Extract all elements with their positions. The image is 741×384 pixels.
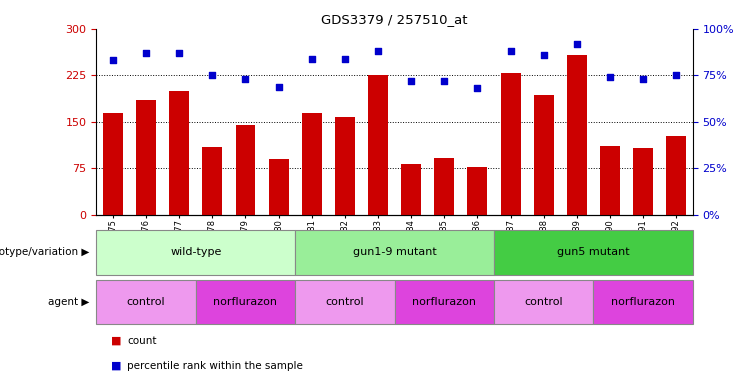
- Point: [372, 48, 384, 54]
- Bar: [501, 73, 520, 215]
- Text: norflurazon: norflurazon: [412, 297, 476, 308]
- Bar: [103, 113, 123, 215]
- Bar: [202, 147, 222, 215]
- Bar: [401, 164, 421, 215]
- Bar: [96, 230, 295, 275]
- Bar: [136, 100, 156, 215]
- Bar: [368, 75, 388, 215]
- Point: [207, 72, 219, 78]
- Bar: [494, 230, 693, 275]
- Point: [538, 52, 550, 58]
- Text: gun5 mutant: gun5 mutant: [557, 247, 630, 258]
- Point: [471, 85, 483, 91]
- Point: [173, 50, 185, 56]
- Bar: [169, 91, 189, 215]
- Bar: [468, 167, 488, 215]
- Text: gun1-9 mutant: gun1-9 mutant: [353, 247, 436, 258]
- Bar: [594, 280, 693, 324]
- Point: [405, 78, 417, 84]
- Bar: [666, 136, 686, 215]
- Point: [571, 41, 582, 47]
- Bar: [295, 230, 494, 275]
- Text: ■: ■: [111, 361, 122, 371]
- Text: percentile rank within the sample: percentile rank within the sample: [127, 361, 303, 371]
- Point: [505, 48, 516, 54]
- Bar: [633, 148, 653, 215]
- Point: [339, 56, 350, 62]
- Point: [273, 83, 285, 89]
- Point: [140, 50, 152, 56]
- Bar: [434, 158, 454, 215]
- Point: [306, 56, 318, 62]
- Point: [671, 72, 682, 78]
- Text: control: control: [325, 297, 364, 308]
- Text: agent ▶: agent ▶: [47, 297, 89, 308]
- Text: wild-type: wild-type: [170, 247, 222, 258]
- Point: [439, 78, 451, 84]
- Text: norflurazon: norflurazon: [611, 297, 675, 308]
- Text: control: control: [525, 297, 563, 308]
- Point: [239, 76, 251, 82]
- Bar: [196, 280, 295, 324]
- Text: ■: ■: [111, 336, 122, 346]
- Bar: [269, 159, 288, 215]
- Bar: [96, 280, 196, 324]
- Bar: [236, 125, 256, 215]
- Bar: [494, 280, 594, 324]
- Point: [604, 74, 616, 80]
- Bar: [567, 55, 587, 215]
- Text: norflurazon: norflurazon: [213, 297, 277, 308]
- Bar: [534, 95, 554, 215]
- Text: count: count: [127, 336, 157, 346]
- Bar: [394, 280, 494, 324]
- Text: control: control: [127, 297, 165, 308]
- Point: [637, 76, 649, 82]
- Point: [107, 57, 119, 63]
- Bar: [335, 117, 355, 215]
- Bar: [295, 280, 395, 324]
- Title: GDS3379 / 257510_at: GDS3379 / 257510_at: [322, 13, 468, 26]
- Bar: [302, 113, 322, 215]
- Text: genotype/variation ▶: genotype/variation ▶: [0, 247, 89, 258]
- Bar: [600, 146, 620, 215]
